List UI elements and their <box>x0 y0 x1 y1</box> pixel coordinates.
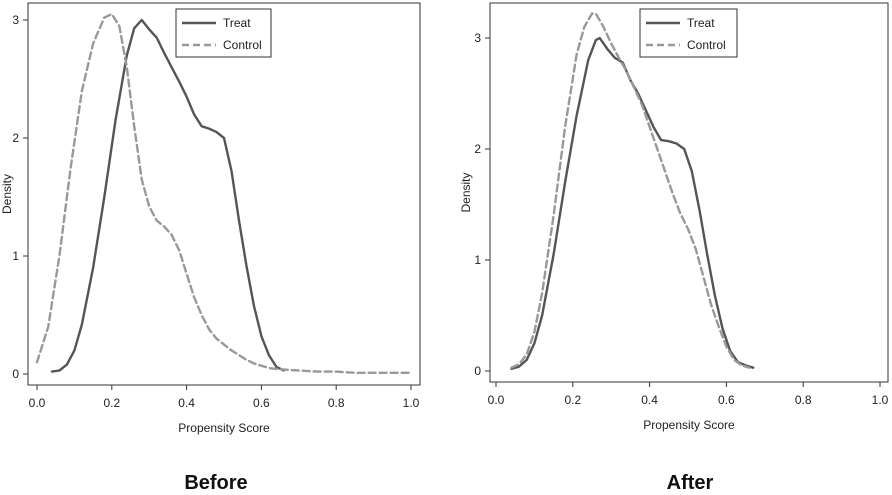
panel-after: 0.0 0.2 0.4 0.6 0.8 1.0 0 1 2 3 Propensity Score De… <box>459 2 889 494</box>
x-tick-label: 1.0 <box>403 396 420 410</box>
panel-caption: Before <box>184 472 247 494</box>
legend-label-control: Control <box>223 38 262 52</box>
x-tick-label: 0.6 <box>718 393 735 407</box>
y-tick-label: 0 <box>474 364 481 378</box>
legend-label-treat: Treat <box>687 16 715 30</box>
x-axis-label: Propensity Score <box>178 421 270 435</box>
y-tick-label: 0 <box>12 367 19 381</box>
y-tick-label: 3 <box>474 31 481 45</box>
x-axis-label: Propensity Score <box>643 418 735 432</box>
y-tick-label: 3 <box>12 13 19 27</box>
plot-frame <box>489 2 889 383</box>
legend-box <box>175 8 272 58</box>
legend-label-control: Control <box>687 38 726 52</box>
y-tick-label: 1 <box>474 253 481 267</box>
x-tick-label: 0.8 <box>795 393 812 407</box>
x-tick-label: 1.0 <box>872 393 889 407</box>
legend-box <box>639 8 738 58</box>
series-line-control <box>35 12 413 374</box>
series-line-treat <box>50 18 285 373</box>
x-tick-label: 0.0 <box>29 396 46 410</box>
x-tick-label: 0.2 <box>103 396 120 410</box>
series-line-control <box>510 12 751 369</box>
x-tick-label: 0.4 <box>178 396 195 410</box>
panel-before: 0.0 0.2 0.4 0.6 0.8 1.0 0 1 2 3 Propensity Score De… <box>0 2 421 494</box>
x-tick-label: 0.6 <box>253 396 270 410</box>
y-tick-label: 1 <box>12 249 19 263</box>
y-axis-label: Density <box>0 174 14 214</box>
series-line-treat <box>510 36 755 370</box>
x-tick-label: 0.0 <box>488 393 505 407</box>
x-tick-label: 0.2 <box>564 393 581 407</box>
y-tick-label: 2 <box>474 142 481 156</box>
y-axis-label: Density <box>459 172 473 212</box>
x-tick-label: 0.4 <box>641 393 658 407</box>
x-tick-label: 0.8 <box>328 396 345 410</box>
y-tick-label: 2 <box>12 131 19 145</box>
panel-caption: After <box>667 472 714 494</box>
legend-label-treat: Treat <box>223 16 251 30</box>
plot-frame <box>27 2 421 386</box>
